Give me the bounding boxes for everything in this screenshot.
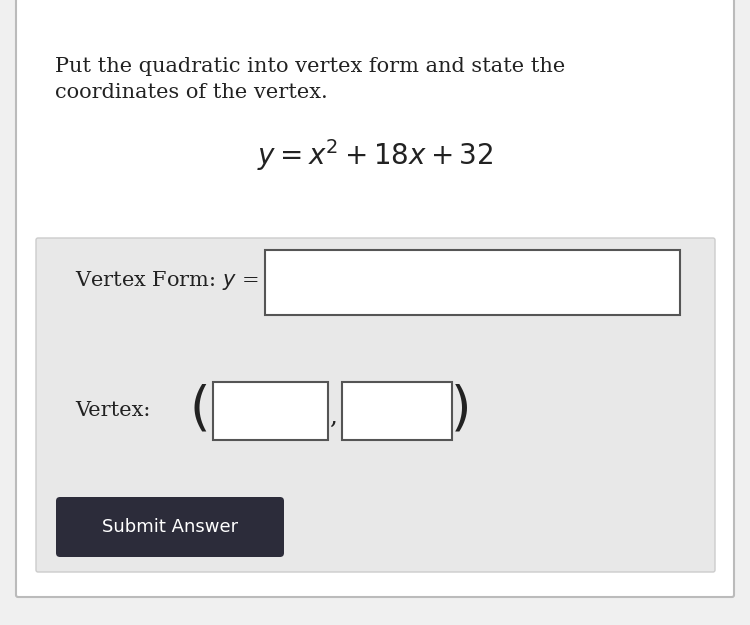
Text: Put the quadratic into vertex form and state the: Put the quadratic into vertex form and s… [55,57,566,76]
Text: Vertex Form: $y$ =: Vertex Form: $y$ = [75,269,259,291]
Text: $)$: $)$ [450,384,468,436]
Text: Vertex:: Vertex: [75,401,150,419]
Bar [265,250,680,315]
Bar [213,382,328,440]
FancyBboxPatch shape [56,497,284,557]
Text: Submit Answer: Submit Answer [102,518,238,536]
Text: coordinates of the vertex.: coordinates of the vertex. [55,83,328,102]
Bar [342,382,452,440]
FancyBboxPatch shape [36,238,715,572]
Text: $($: $($ [189,384,207,436]
Text: $y = x^2 + 18x + 32$: $y = x^2 + 18x + 32$ [256,137,494,173]
Text: ,: , [329,406,337,429]
FancyBboxPatch shape [16,0,734,597]
